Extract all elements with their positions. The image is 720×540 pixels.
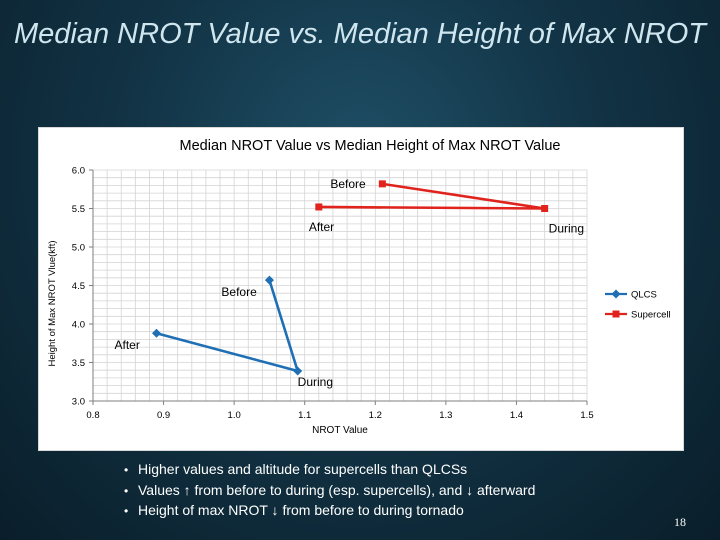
x-tick-label: 1.0 <box>228 410 241 421</box>
slide-title: Median NROT Value vs. Median Height of M… <box>14 18 706 50</box>
bullet-item: Higher values and altitude for supercell… <box>124 460 535 481</box>
chart-panel: Median NROT Value vs Median Height of Ma… <box>38 127 684 451</box>
data-label: During <box>549 222 584 236</box>
x-tick-label: 1.1 <box>298 410 311 421</box>
data-label: During <box>298 375 333 389</box>
y-tick-label: 4.5 <box>72 281 85 292</box>
chart-title: Median NROT Value vs Median Height of Ma… <box>180 138 561 154</box>
data-point-supercell <box>315 203 323 211</box>
data-point-qlcs <box>293 366 303 376</box>
y-tick-label: 3.0 <box>72 397 85 408</box>
x-tick-label: 1.4 <box>510 410 523 421</box>
y-tick-label: 6.0 <box>72 166 85 177</box>
data-point-supercell <box>541 205 549 212</box>
data-label: After <box>309 220 334 234</box>
y-tick-label: 5.0 <box>72 243 85 254</box>
median-nrot-chart: Median NROT Value vs Median Height of Ma… <box>47 138 671 436</box>
data-label: Before <box>330 177 366 191</box>
bullet-item: Values ↑ from before to during (esp. sup… <box>124 481 535 502</box>
legend-marker <box>612 310 620 318</box>
y-tick-label: 5.5 <box>72 204 85 215</box>
y-tick-label: 4.0 <box>72 320 85 331</box>
data-point-qlcs <box>264 275 274 285</box>
data-label: After <box>115 338 140 352</box>
page-number: 18 <box>674 515 686 529</box>
y-axis-label: Height of Max NROT Vlue(kft) <box>47 240 58 366</box>
x-tick-label: 0.9 <box>157 410 170 421</box>
legend-entry: QLCS <box>631 290 657 301</box>
x-tick-label: 1.3 <box>439 410 452 421</box>
x-tick-label: 1.2 <box>369 410 382 421</box>
bullet-list: Higher values and altitude for supercell… <box>124 460 535 522</box>
x-axis-label: NROT Value <box>312 425 368 436</box>
data-label: Before <box>221 285 257 299</box>
x-tick-label: 1.5 <box>580 410 593 421</box>
x-tick-label: 0.8 <box>86 410 99 421</box>
legend-marker <box>611 289 621 299</box>
data-point-supercell <box>378 180 386 188</box>
bullet-item: Height of max NROT ↓ from before to duri… <box>124 501 535 522</box>
data-point-qlcs <box>152 328 162 338</box>
legend-entry: Supercell <box>631 310 671 321</box>
y-tick-label: 3.5 <box>72 358 85 369</box>
